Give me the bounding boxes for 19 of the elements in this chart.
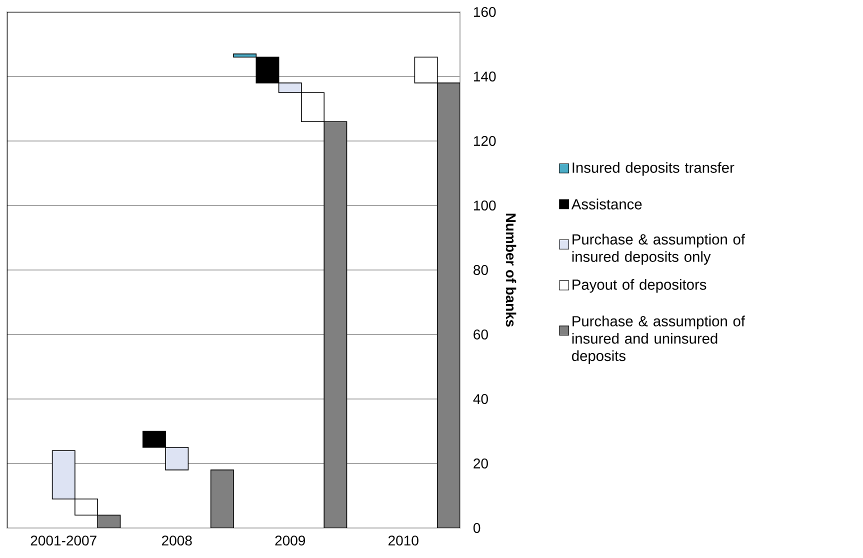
x-tick-label: 2010 [388,536,418,546]
legend-label: Purchase & assumption of insured deposits only [572,234,746,265]
y-tick-label: 80 [474,265,488,275]
y-tick-label: 40 [473,394,488,404]
y-tick-label: 100 [474,200,496,210]
x-tick-label: 2008 [162,536,192,546]
y-tick-label: 60 [474,330,488,340]
y-tick-label: 160 [474,7,496,17]
y-tick-label: 140 [474,72,496,82]
y-tick-label: 20 [474,458,488,468]
legend-label: Payout of depositors [572,279,706,293]
x-tick-label: 2009 [275,536,306,546]
legend-label: Purchase & assumption of insured and uninsured deposits [572,316,746,364]
y-axis-title: Number of banks [506,214,516,327]
legend-label: Insured deposits transfer [572,162,734,176]
legend-label: Assistance [571,198,642,210]
x-tick-label: 2001-2007 [30,536,96,546]
y-tick-label: 0 [473,523,480,533]
y-tick-label: 120 [474,136,496,146]
